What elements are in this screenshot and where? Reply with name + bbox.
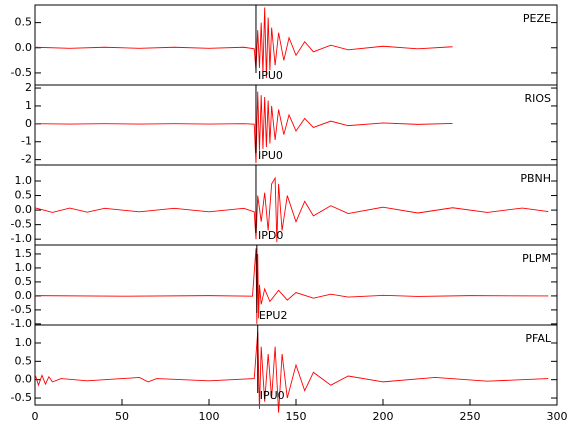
panel-frame (34, 4, 558, 86)
y-tick-label: 0.5 (15, 275, 33, 288)
y-tick-label: -1.0 (11, 317, 32, 330)
pick-label: IPU0 (260, 389, 285, 402)
y-tick-label: 1.5 (15, 247, 33, 260)
pick-label: IPU0 (258, 69, 283, 82)
y-tick-label: -0.5 (11, 218, 32, 231)
pick-label: IPD0 (258, 229, 283, 242)
x-tick-label: 0 (32, 410, 39, 423)
station-label: RIOS (524, 92, 551, 105)
y-tick-label: 0.0 (15, 289, 33, 302)
x-tick-label: 100 (199, 410, 220, 423)
panel-frame (34, 244, 558, 326)
x-tick-label: 300 (547, 410, 568, 423)
y-tick-label: 0.5 (15, 16, 33, 29)
y-tick-label: 0.5 (15, 189, 33, 202)
y-tick-label: 1.0 (15, 261, 33, 274)
x-tick-label: 150 (286, 410, 307, 423)
x-tick-label: 250 (460, 410, 481, 423)
station-label: PEZE (523, 12, 551, 25)
y-tick-label: 0.5 (15, 354, 33, 367)
y-tick-label: 1 (25, 99, 32, 112)
y-tick-label: -1.0 (11, 232, 32, 245)
waveform (34, 248, 549, 324)
y-tick-label: -0.5 (11, 391, 32, 404)
waveform (34, 176, 549, 243)
panel-frame (34, 164, 558, 246)
station-label: PFAL (525, 332, 551, 345)
pick-label: EPU2 (259, 309, 288, 322)
y-tick-label: 1.0 (15, 336, 33, 349)
station-label: PBNH (520, 172, 551, 185)
waveform (34, 7, 453, 78)
y-tick-label: 2 (25, 81, 32, 94)
y-tick-label: -2 (21, 153, 32, 166)
station-label: PLPM (522, 252, 551, 265)
y-tick-label: 1.0 (15, 174, 33, 187)
x-tick-label: 200 (373, 410, 394, 423)
y-tick-label: -1 (21, 135, 32, 148)
x-tick-label: 50 (115, 410, 129, 423)
panel-frame (34, 84, 558, 166)
y-tick-label: 0 (25, 117, 32, 130)
y-tick-label: -0.5 (11, 303, 32, 316)
pick-label: IPU0 (258, 149, 283, 162)
y-tick-label: 0.0 (15, 373, 33, 386)
y-tick-label: 0.0 (15, 203, 33, 216)
y-tick-label: 0.0 (15, 41, 33, 54)
waveform (34, 331, 549, 413)
waveform (34, 91, 453, 164)
y-tick-label: -0.5 (11, 66, 32, 79)
